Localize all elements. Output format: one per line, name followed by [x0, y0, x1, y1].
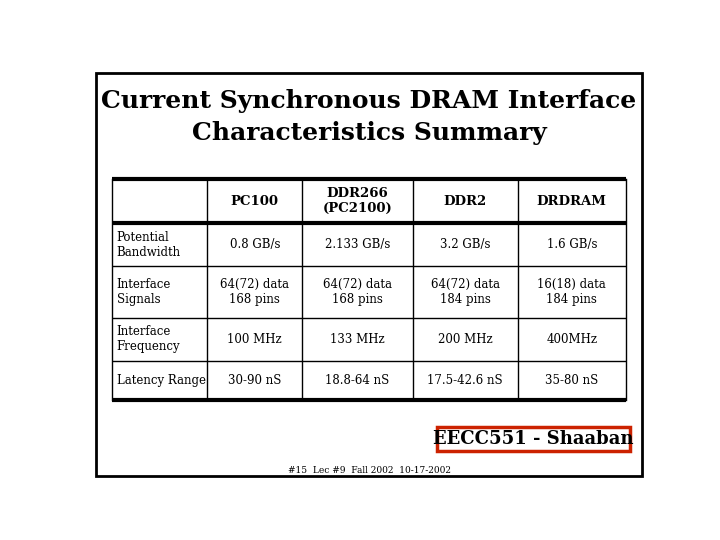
Text: 17.5-42.6 nS: 17.5-42.6 nS: [428, 374, 503, 387]
Text: 18.8-64 nS: 18.8-64 nS: [325, 374, 390, 387]
Text: 2.133 GB/s: 2.133 GB/s: [325, 238, 390, 251]
Text: Potential
Bandwidth: Potential Bandwidth: [117, 231, 181, 259]
Text: DDR2: DDR2: [444, 195, 487, 208]
Text: 200 MHz: 200 MHz: [438, 333, 492, 346]
Text: EECC551 - Shaaban: EECC551 - Shaaban: [433, 430, 634, 448]
Text: 133 MHz: 133 MHz: [330, 333, 384, 346]
Text: 100 MHz: 100 MHz: [228, 333, 282, 346]
Text: 1.6 GB/s: 1.6 GB/s: [546, 238, 597, 251]
Text: 16(18) data
184 pins: 16(18) data 184 pins: [537, 278, 606, 306]
Text: PC100: PC100: [231, 195, 279, 208]
Text: 64(72) data
168 pins: 64(72) data 168 pins: [323, 278, 392, 306]
Text: 64(72) data
184 pins: 64(72) data 184 pins: [431, 278, 500, 306]
Text: 30-90 nS: 30-90 nS: [228, 374, 282, 387]
Bar: [437, 427, 630, 451]
Text: 64(72) data
168 pins: 64(72) data 168 pins: [220, 278, 289, 306]
Text: 3.2 GB/s: 3.2 GB/s: [440, 238, 490, 251]
Text: DRDRAM: DRDRAM: [537, 195, 607, 208]
Text: 35-80 nS: 35-80 nS: [545, 374, 598, 387]
Text: 0.8 GB/s: 0.8 GB/s: [230, 238, 280, 251]
Text: Interface
Frequency: Interface Frequency: [117, 326, 181, 354]
Text: DDR266
(PC2100): DDR266 (PC2100): [323, 187, 392, 215]
Text: #15  Lec #9  Fall 2002  10-17-2002: #15 Lec #9 Fall 2002 10-17-2002: [287, 465, 451, 475]
Text: Interface
Signals: Interface Signals: [117, 278, 171, 306]
Text: Latency Range: Latency Range: [117, 374, 206, 387]
Text: 400MHz: 400MHz: [546, 333, 598, 346]
Text: Current Synchronous DRAM Interface
Characteristics Summary: Current Synchronous DRAM Interface Chara…: [102, 89, 636, 145]
